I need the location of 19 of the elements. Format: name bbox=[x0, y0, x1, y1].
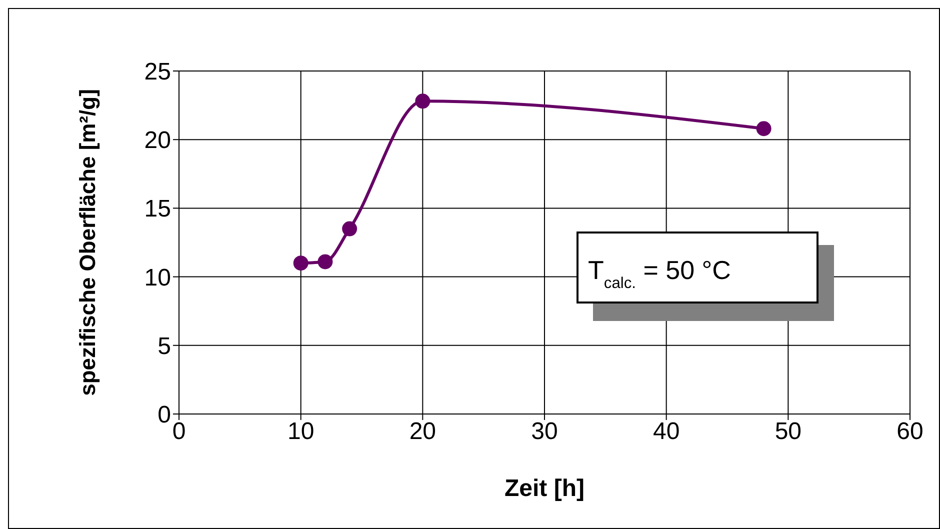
point bbox=[318, 254, 333, 270]
x-tick-label: 10 bbox=[287, 418, 314, 446]
y-tick-label: 15 bbox=[144, 196, 171, 223]
point bbox=[415, 94, 430, 109]
y-axis-title: spezifische Oberfläche [m²/g] bbox=[74, 89, 100, 396]
y-tick-label: 20 bbox=[144, 127, 171, 154]
x-tick-label: 30 bbox=[531, 418, 558, 446]
x-tick-label: 50 bbox=[774, 418, 802, 446]
annotation: T$_{calc.}$ = 50 °C bbox=[588, 255, 731, 292]
y-tick-label: 25 bbox=[144, 58, 171, 86]
y-tick-label: 5 bbox=[158, 332, 171, 360]
x-tick-label: 60 bbox=[896, 418, 924, 446]
point bbox=[293, 256, 308, 271]
y-tick-label: 10 bbox=[144, 264, 171, 292]
point bbox=[342, 221, 358, 236]
point bbox=[756, 121, 772, 136]
x-tick-label: 20 bbox=[409, 418, 436, 446]
x-axis-title: Zeit [h] bbox=[504, 475, 584, 502]
x-tick-label: 40 bbox=[652, 418, 680, 446]
